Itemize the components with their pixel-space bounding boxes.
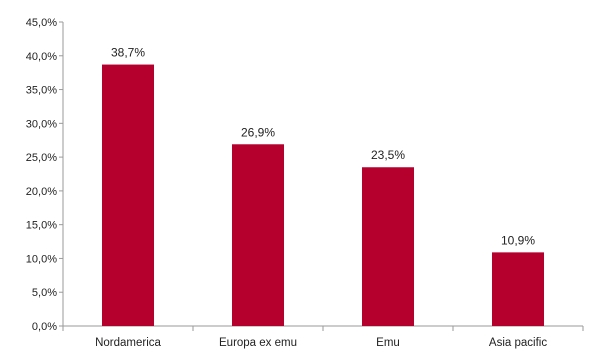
- x-category-label: Europa ex emu: [219, 337, 297, 349]
- y-tick-label: 10,0%: [26, 253, 57, 265]
- data-label: 26,9%: [241, 125, 275, 139]
- y-tick-label: 0,0%: [32, 321, 57, 333]
- x-category-label: Asia pacific: [489, 337, 547, 349]
- y-tick-label: 30,0%: [26, 118, 57, 130]
- chart-bars: [102, 64, 544, 326]
- y-tick-label: 25,0%: [26, 152, 57, 164]
- data-label: 23,5%: [371, 148, 405, 162]
- x-category-label: Emu: [376, 337, 400, 349]
- y-tick-label: 45,0%: [26, 17, 57, 29]
- bar-nordamerica: [102, 64, 154, 326]
- y-tick-label: 20,0%: [26, 186, 57, 198]
- data-label: 10,9%: [501, 233, 535, 247]
- bar-asia-pacific: [492, 252, 544, 326]
- y-tick-label: 35,0%: [26, 85, 57, 97]
- y-tick-label: 40,0%: [26, 51, 57, 63]
- chart-labels: 38,7% Nordamerica 26,9% Europa ex emu 23,5% E…: [95, 46, 547, 349]
- bar-emu: [362, 167, 414, 326]
- bar-europa-ex-emu: [232, 144, 284, 326]
- y-tick-label: 15,0%: [26, 220, 57, 232]
- x-category-label: Nordamerica: [95, 337, 161, 349]
- y-tick-label: 5,0%: [32, 287, 57, 299]
- data-label: 38,7%: [111, 46, 145, 60]
